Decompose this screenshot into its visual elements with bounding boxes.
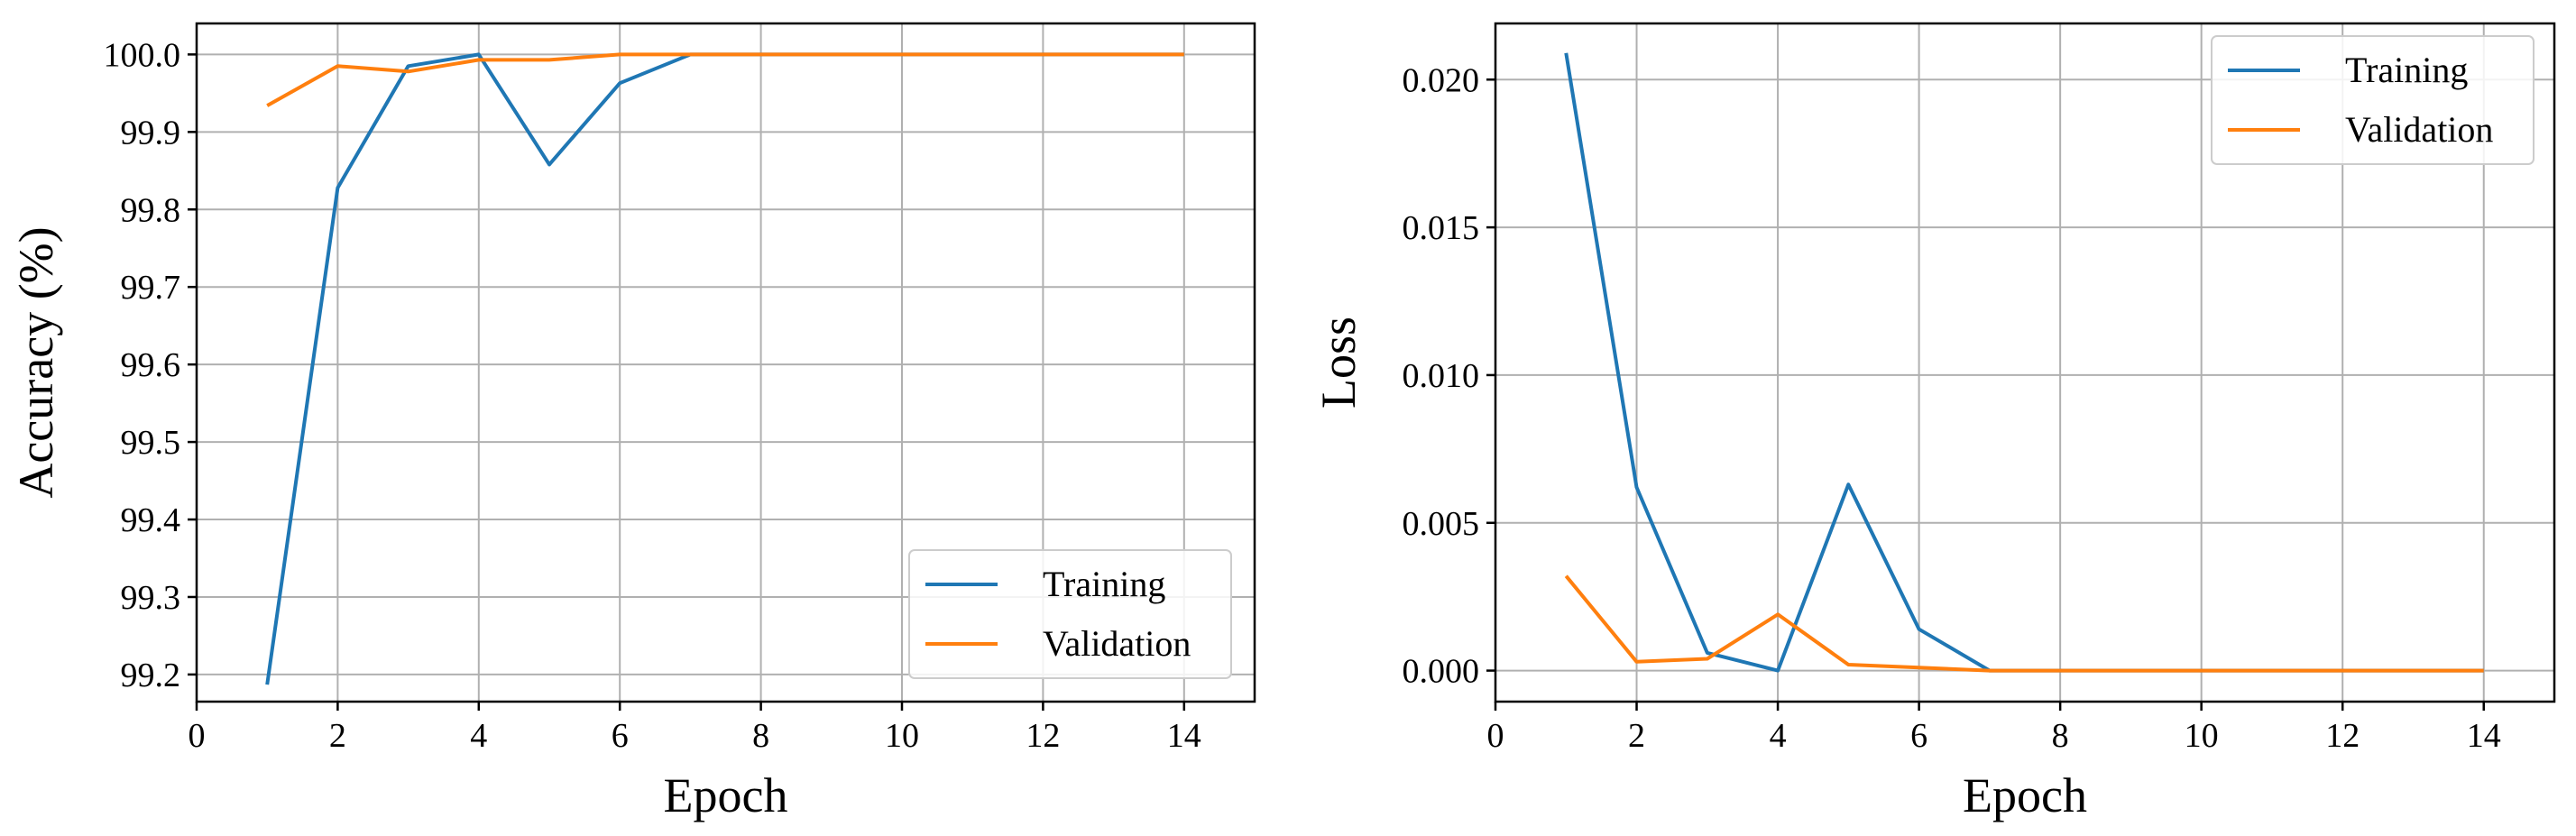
- x-tick-label: 8: [2052, 717, 2069, 755]
- x-tick-label: 2: [329, 717, 346, 755]
- y-tick-label: 99.4: [121, 501, 181, 539]
- y-tick-label: 99.6: [121, 346, 181, 384]
- y-axis-title: Loss: [1311, 317, 1366, 409]
- legend-label-validation: Validation: [2345, 109, 2493, 150]
- y-axis-title: Accuracy (%): [9, 226, 63, 498]
- y-tick-label: 99.7: [121, 269, 181, 307]
- y-tick-label: 99.3: [121, 579, 181, 617]
- y-tick-label: 0.005: [1403, 505, 1480, 543]
- x-tick-label: 8: [752, 717, 769, 755]
- legend-box: [2211, 35, 2535, 165]
- accuracy-panel: 0 2 4 6 8 10 12 14 99.2 99.3 99.4 99.5 99.6 99.7 99.8 9…: [9, 22, 1256, 822]
- x-tick-label: 12: [2325, 717, 2360, 755]
- x-tick-label: 6: [612, 717, 629, 755]
- series-line-validation: [1564, 574, 2484, 673]
- y-tick-label: 0.010: [1403, 357, 1480, 395]
- legend: Training Validation: [2211, 35, 2535, 165]
- x-tick-label: 12: [1026, 717, 1060, 755]
- y-tick-label: 100.0: [104, 36, 181, 74]
- y-tick-label: 99.9: [121, 114, 181, 152]
- x-axis-title: Epoch: [1963, 768, 2087, 822]
- x-tick-label: 6: [1910, 717, 1927, 755]
- x-tick-label: 4: [470, 717, 487, 755]
- legend-label-validation: Validation: [1043, 623, 1191, 664]
- y-tick-label: 99.2: [121, 657, 181, 694]
- x-tick-label: 14: [1167, 717, 1201, 755]
- x-axis-title: Epoch: [664, 768, 788, 822]
- x-tick-label: 14: [2467, 717, 2501, 755]
- x-tick-label: 2: [1628, 717, 1645, 755]
- x-tick-label: 10: [2185, 717, 2219, 755]
- legend: Training Validation: [908, 549, 1232, 679]
- series-line-validation: [266, 52, 1184, 107]
- y-tick-label: 0.020: [1403, 61, 1480, 99]
- x-tick-label: 4: [1770, 717, 1787, 755]
- x-tick-label: 0: [1487, 717, 1504, 755]
- plot-frame: [195, 22, 1256, 703]
- legend-label-training: Training: [1043, 564, 1165, 604]
- x-tick-label: 10: [885, 717, 919, 755]
- legend-box: [908, 549, 1232, 679]
- legend-label-training: Training: [2345, 50, 2468, 90]
- y-tick-label: 99.5: [121, 424, 181, 462]
- x-tick-label: 0: [189, 717, 206, 755]
- plot-frame: [1494, 22, 2556, 703]
- y-tick-label: 0.015: [1403, 209, 1480, 247]
- y-tick-label: 99.8: [121, 191, 181, 229]
- y-tick-label: 0.000: [1403, 653, 1480, 691]
- loss-panel: 0 2 4 6 8 10 12 14 0.000 0.005 0.010 0.015 0.020 Epoc…: [1311, 22, 2556, 822]
